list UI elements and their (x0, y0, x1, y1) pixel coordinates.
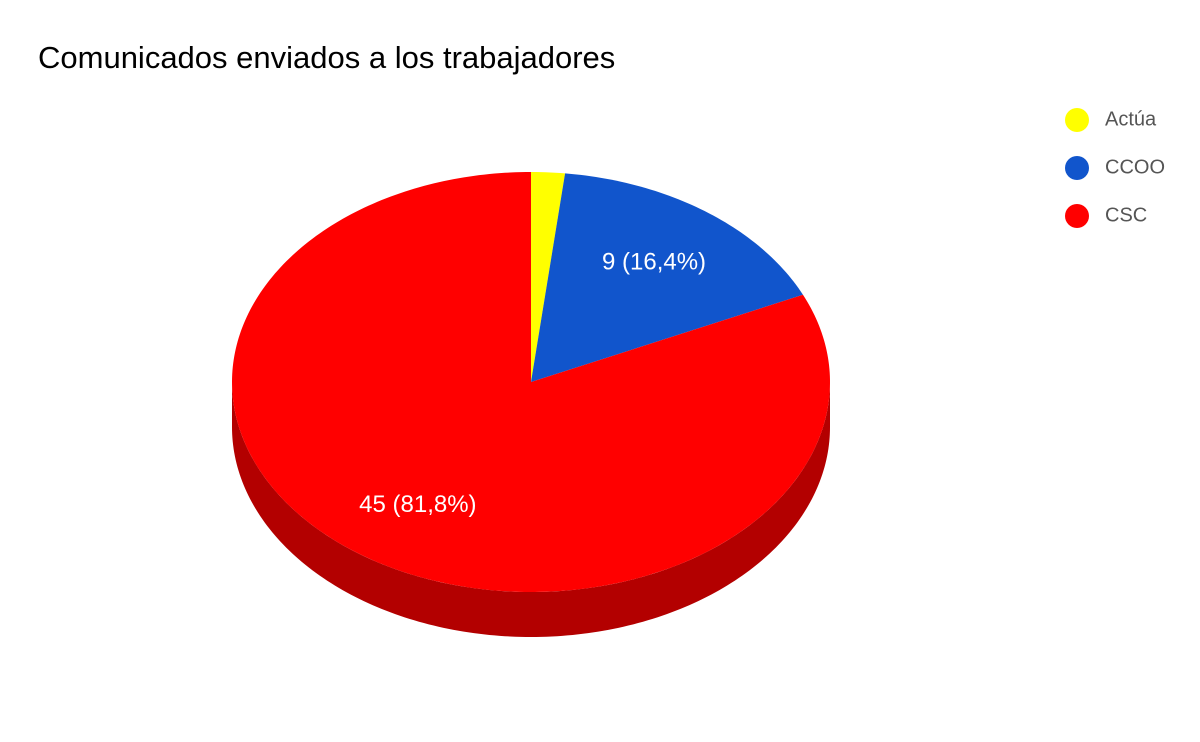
legend-marker (1065, 204, 1089, 228)
legend-label: Actúa (1105, 108, 1157, 130)
pie-side (232, 382, 830, 637)
pie-slice (531, 172, 566, 382)
pie-slice (232, 172, 830, 592)
chart-title: Comunicados enviados a los trabajadores (38, 40, 615, 75)
legend-marker (1065, 156, 1089, 180)
legend-marker (1065, 108, 1089, 132)
legend-label: CSC (1105, 204, 1147, 226)
legend-label: CCOO (1105, 156, 1165, 178)
data-label: 45 (81,8%) (359, 491, 476, 518)
pie-slice (531, 173, 803, 382)
data-label: 9 (16,4%) (602, 248, 706, 275)
